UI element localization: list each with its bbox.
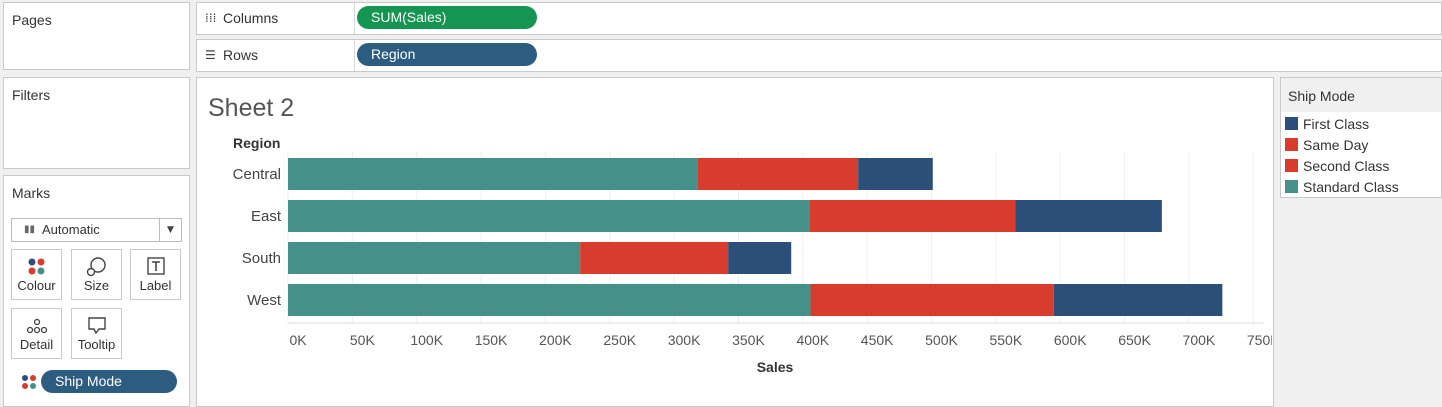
columns-label: Columns	[223, 10, 279, 26]
size-button[interactable]: Size	[71, 249, 122, 300]
tooltip-button[interactable]: Tooltip	[71, 308, 122, 359]
bar-central-standard-class[interactable]	[288, 158, 698, 190]
columns-pill[interactable]: SUM(Sales)	[357, 6, 537, 29]
legend-card[interactable]: Ship Mode First Class Same Day Second Cl…	[1280, 77, 1442, 198]
colour-field-pill[interactable]: Ship Mode	[41, 370, 177, 393]
x-tick-label: 400K	[796, 332, 829, 348]
size-label: Size	[83, 278, 110, 293]
y-category-label[interactable]: West	[247, 292, 282, 309]
bar-central-first-class[interactable]	[858, 158, 933, 190]
legend-title: Ship Mode	[1288, 88, 1355, 104]
x-tick-label: 200K	[539, 332, 572, 348]
colour-icon	[28, 258, 45, 275]
y-category-label[interactable]: South	[242, 250, 281, 267]
detail-button[interactable]: Detail	[11, 308, 62, 359]
x-tick-label: 150K	[475, 332, 508, 348]
bar-east-second-class[interactable]	[809, 200, 1016, 232]
legend-swatch	[1285, 117, 1298, 130]
chart: Sheet 2 Region Sales Central East South Wes…	[208, 94, 1272, 375]
columns-icon: ⁞⁞⁞	[205, 11, 217, 25]
rows-shelf-label: ☰ Rows	[197, 40, 355, 71]
bar-east-standard-class[interactable]	[288, 200, 810, 232]
bar-south-first-class[interactable]	[728, 242, 792, 274]
x-axis-title: Sales	[757, 359, 794, 375]
x-tick-label: 50K	[350, 332, 376, 348]
x-tick-label: 650K	[1118, 332, 1151, 348]
marks-title: Marks	[12, 185, 51, 201]
mark-type-dropdown[interactable]: ▮▮ Automatic ▼	[11, 218, 182, 242]
bar-west-first-class[interactable]	[1053, 284, 1223, 316]
legend-label: Standard Class	[1303, 179, 1399, 195]
y-axis-title: Region	[233, 135, 280, 151]
x-tick-label: 750K	[1247, 332, 1272, 348]
columns-shelf[interactable]: ⁞⁞⁞ Columns SUM(Sales)	[196, 2, 1442, 35]
detail-icon	[26, 318, 48, 334]
detail-label: Detail	[19, 337, 54, 352]
bar-chart-icon: ▮▮	[24, 224, 36, 235]
label-label: Label	[139, 278, 172, 293]
x-tick-label: 550K	[989, 332, 1022, 348]
rows-shelf[interactable]: ☰ Rows Region	[196, 39, 1442, 72]
bar-west-standard-class[interactable]	[288, 284, 811, 316]
x-tick-label: 600K	[1054, 332, 1087, 348]
legend-header	[1281, 78, 1441, 112]
legend-label: Same Day	[1303, 137, 1369, 153]
x-tick-label: 300K	[668, 332, 701, 348]
colour-field-icon	[22, 375, 36, 389]
x-tick-label: 0K	[289, 332, 307, 348]
legend-label: Second Class	[1303, 158, 1390, 174]
y-category-label[interactable]: Central	[233, 166, 281, 183]
chevron-down-icon[interactable]: ▼	[159, 219, 181, 241]
colour-button[interactable]: Colour	[11, 249, 62, 300]
x-tick-label: 500K	[925, 332, 958, 348]
colour-label: Colour	[17, 278, 56, 293]
x-tick-label: 450K	[861, 332, 894, 348]
sheet-title: Sheet 2	[208, 94, 294, 122]
mark-type-value: Automatic	[42, 222, 100, 237]
pages-title: Pages	[12, 12, 52, 28]
label-button[interactable]: Label	[130, 249, 181, 300]
x-tick-label: 350K	[732, 332, 765, 348]
legend-swatch	[1285, 138, 1298, 151]
legend-label: First Class	[1303, 116, 1370, 132]
label-icon	[147, 257, 165, 275]
tooltip-label: Tooltip	[77, 337, 116, 352]
x-tick-label: 250K	[603, 332, 636, 348]
x-tick-label: 100K	[410, 332, 443, 348]
tooltip-icon	[88, 317, 106, 335]
legend-swatch	[1285, 159, 1298, 172]
filters-title: Filters	[12, 87, 51, 103]
bar-central-second-class[interactable]	[697, 158, 859, 190]
rows-icon: ☰	[205, 48, 216, 62]
size-icon	[86, 257, 106, 277]
bar-east-first-class[interactable]	[1015, 200, 1162, 232]
bar-south-standard-class[interactable]	[288, 242, 581, 274]
x-tick-label: 700K	[1183, 332, 1216, 348]
columns-shelf-label: ⁞⁞⁞ Columns	[197, 3, 355, 34]
pages-card[interactable]: Pages	[3, 2, 190, 70]
bar-west-second-class[interactable]	[810, 284, 1054, 316]
filters-card[interactable]: Filters	[3, 77, 190, 169]
legend-swatch	[1285, 180, 1298, 193]
y-category-label[interactable]: East	[251, 208, 282, 225]
rows-label: Rows	[223, 47, 259, 63]
bar-south-second-class[interactable]	[580, 242, 729, 274]
rows-pill[interactable]: Region	[357, 43, 537, 66]
